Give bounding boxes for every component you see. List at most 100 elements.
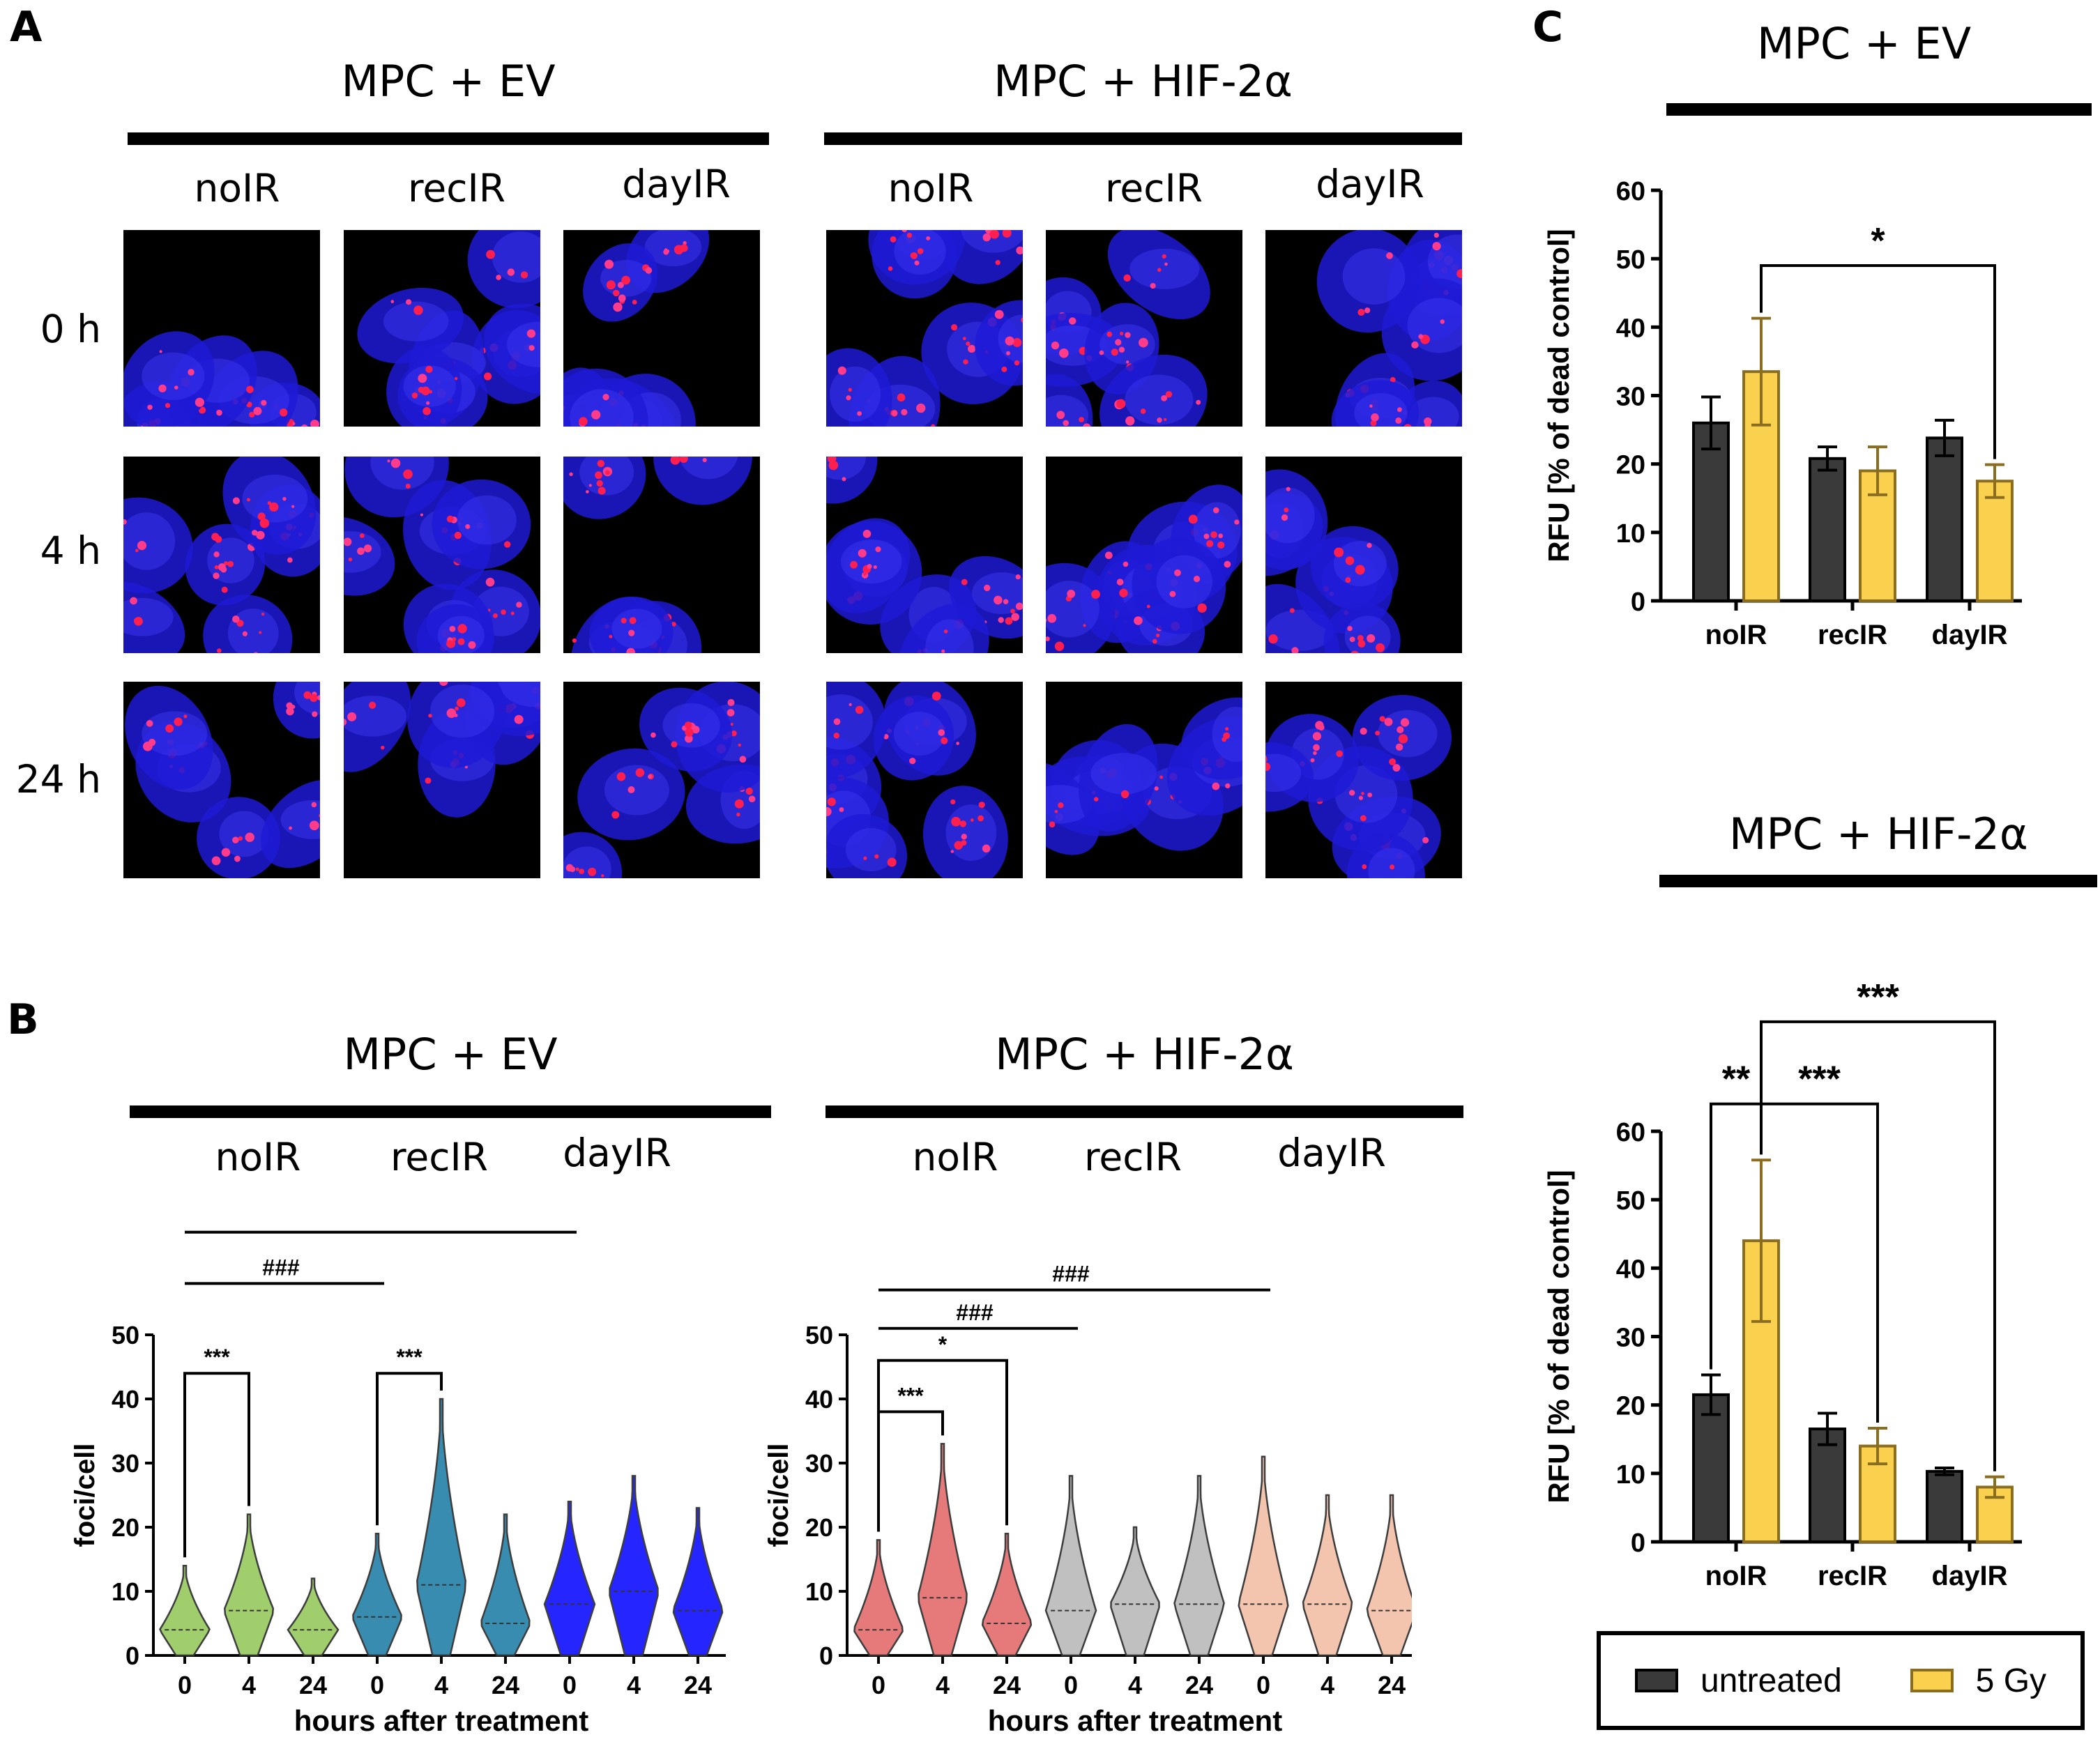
focus-spot: [301, 424, 308, 427]
focus-spot: [890, 236, 897, 243]
violin-noIR-24h: [287, 1577, 340, 1657]
panel-a-cond-hif-recir: recIR: [1105, 166, 1203, 211]
x-tick-label: dayIR: [1932, 620, 2008, 650]
violin-noIR-24h: [981, 1532, 1033, 1657]
y-tick-label: 10: [1616, 519, 1645, 549]
microscopy-canvas: [125, 682, 320, 878]
focus-spot: [1046, 618, 1047, 622]
focus-spot: [595, 471, 602, 480]
violin-chart-ev: 0 10 20 30 40 50 0 4 24 0 4 24 0 4 24 foci/cell hours af…: [70, 1227, 726, 1736]
focus-spot: [597, 459, 605, 468]
panel-c-title-ev: MPC + EV: [1757, 18, 1972, 69]
focus-spot: [1289, 608, 1295, 613]
focus-spot: [246, 498, 250, 502]
x-tick-label: 0: [1064, 1671, 1078, 1699]
violin-recIR-24h: [480, 1513, 531, 1657]
panel-b-cond-hif-noir: noIR: [912, 1135, 998, 1179]
microscopy-canvas: [1046, 484, 1242, 653]
focus-spot: [528, 345, 535, 351]
focus-spot: [403, 469, 413, 480]
focus-spot: [1318, 724, 1325, 730]
violin-recIR-4h: [1110, 1526, 1160, 1657]
nucleus-texture: [370, 457, 434, 490]
focus-spot: [312, 711, 318, 717]
legend: untreated 5 Gy: [1597, 1631, 2085, 1730]
focus-spot: [1111, 349, 1118, 356]
panel-c-rule-hif: [1659, 875, 2097, 887]
focus-spot: [867, 564, 872, 569]
microscopy-image-r2-c3: [826, 682, 1023, 878]
focus-spot: [1083, 624, 1086, 627]
panel-a-letter: A: [10, 3, 43, 52]
focus-spot: [1345, 556, 1355, 565]
focus-spot: [1418, 334, 1424, 339]
microscopy-image-r1-c3: [826, 457, 1023, 653]
focus-spot: [827, 797, 836, 806]
focus-spot: [249, 411, 255, 418]
focus-spot: [596, 480, 603, 487]
panel-a-row-24h: 24 h: [15, 757, 101, 802]
y-tick-label: 0: [1631, 588, 1645, 617]
focus-spot: [418, 386, 425, 393]
focus-spot: [449, 625, 456, 632]
focus-spot: [223, 561, 229, 566]
panel-c-letter: C: [1532, 3, 1564, 52]
y-tick-label: 60: [1616, 1118, 1645, 1147]
focus-spot: [214, 565, 219, 569]
focus-spot: [617, 282, 624, 289]
microscopy-canvas: [1046, 697, 1242, 855]
bar-untreated-noIR: [1692, 1393, 1730, 1543]
focus-spot: [863, 572, 867, 576]
focus-spot: [183, 714, 188, 719]
focus-spot: [526, 329, 535, 338]
y-tick-label: 20: [112, 1513, 139, 1542]
focus-spot: [645, 267, 653, 274]
focus-spot: [246, 385, 254, 394]
y-tick-label: 10: [805, 1577, 833, 1606]
microscopy-image-r2-c4: [1046, 682, 1242, 878]
focus-spot: [1154, 786, 1159, 791]
violin-recIR-4h: [416, 1398, 466, 1657]
focus-spot: [848, 388, 852, 392]
focus-spot: [259, 631, 262, 634]
nucleus-texture: [845, 828, 897, 872]
nucleus-texture: [1407, 397, 1459, 427]
focus-spot: [1223, 732, 1230, 740]
focus-spot: [369, 701, 376, 709]
nucleus-texture: [830, 366, 881, 422]
focus-spot: [213, 572, 220, 579]
significance-bracket: [877, 1410, 944, 1532]
x-tick-label: 24: [1185, 1671, 1213, 1699]
focus-spot: [875, 546, 881, 553]
focus-spot: [1398, 734, 1408, 744]
focus-spot: [1390, 376, 1396, 383]
focus-spot: [626, 648, 636, 653]
panel-a-title-hif: MPC + HIF-2α: [994, 56, 1293, 107]
microscopy-canvas: [1265, 695, 1452, 878]
focus-spot: [606, 280, 616, 290]
focus-spot: [569, 472, 573, 477]
focus-spot: [286, 707, 294, 716]
focus-spot: [954, 841, 963, 850]
focus-spot: [411, 392, 418, 399]
focus-spot: [1155, 633, 1160, 638]
focus-spot: [1347, 626, 1353, 632]
focus-spot: [1361, 792, 1364, 795]
focus-spot: [1115, 339, 1122, 346]
x-tick-label: recIR: [1818, 620, 1887, 650]
focus-spot: [1225, 727, 1229, 731]
panel-a-cond-ev-recir: recIR: [408, 166, 505, 211]
microscopy-image-r1-c0: [123, 457, 320, 653]
focus-spot: [982, 844, 991, 853]
violin-dayIR-4h: [609, 1475, 659, 1657]
focus-spot: [420, 513, 423, 516]
x-tick-label: 0: [370, 1671, 384, 1699]
x-tick-label: recIR: [1818, 1561, 1887, 1591]
focus-spot: [507, 268, 515, 276]
nucleus-texture: [1129, 248, 1200, 289]
microscopy-image-r0-c3: [826, 230, 1023, 427]
focus-spot: [951, 816, 961, 827]
significance-label: ***: [1857, 977, 1899, 1018]
focus-spot: [1164, 262, 1168, 266]
focus-spot: [1206, 540, 1214, 548]
